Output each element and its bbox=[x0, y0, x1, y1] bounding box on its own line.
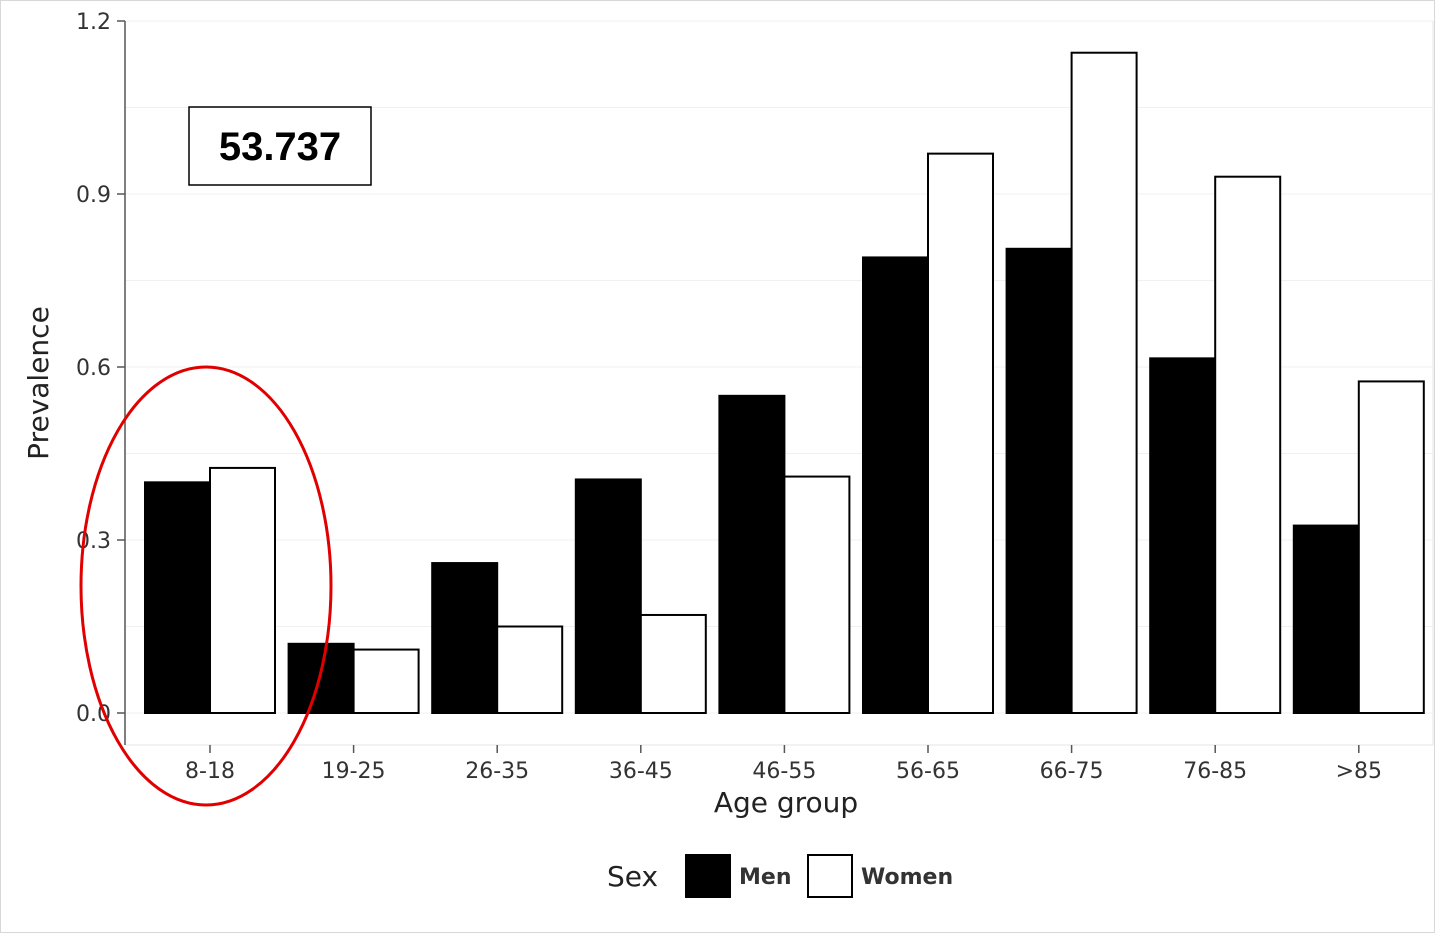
x-tick-label: 19-25 bbox=[322, 759, 386, 784]
x-axis-title: Age group bbox=[714, 786, 858, 819]
x-tick-label: 76-85 bbox=[1183, 759, 1247, 784]
bar-women-8 bbox=[1214, 175, 1282, 714]
x-tick-label: 46-55 bbox=[752, 759, 816, 784]
bar-men-8 bbox=[1149, 357, 1217, 714]
bar-men-2 bbox=[287, 642, 355, 714]
legend: Sex Men Women bbox=[607, 854, 953, 898]
bar-women-7 bbox=[1070, 51, 1138, 714]
legend-swatch-women bbox=[807, 854, 853, 898]
bar-women-3 bbox=[496, 625, 564, 714]
legend-title: Sex bbox=[607, 860, 658, 893]
bar-women-4 bbox=[639, 613, 707, 715]
x-tick-label: 56-65 bbox=[896, 759, 960, 784]
bar-women-2 bbox=[352, 648, 420, 714]
bar-women-9 bbox=[1357, 380, 1425, 714]
bar-men-4 bbox=[574, 478, 642, 715]
x-ticks: 8-18 19-25 26-35 36-45 46-55 56-65 66-75 76-85 >… bbox=[185, 745, 1382, 784]
bar-men-9 bbox=[1292, 524, 1360, 714]
bar-men-3 bbox=[431, 562, 499, 714]
value-box bbox=[188, 106, 372, 186]
highlight-ellipse bbox=[79, 365, 333, 807]
bar-men-7 bbox=[1005, 247, 1073, 715]
y-tick-label: 1.2 bbox=[76, 10, 111, 35]
legend-label-women: Women bbox=[861, 865, 953, 890]
y-tick-label: 0.6 bbox=[76, 356, 111, 381]
x-tick-label: >85 bbox=[1336, 759, 1382, 784]
bar-women-5 bbox=[783, 475, 851, 715]
bar-men-5 bbox=[718, 394, 786, 714]
legend-swatch-men bbox=[685, 854, 731, 898]
y-axis-title: Prevalence bbox=[22, 306, 55, 460]
bar-men-6 bbox=[862, 256, 929, 714]
bars bbox=[144, 51, 1425, 715]
bar-women-1 bbox=[209, 466, 276, 714]
bar-men-1 bbox=[144, 481, 211, 715]
value-box-text: 53.737 bbox=[219, 125, 341, 169]
x-tick-label: 66-75 bbox=[1040, 759, 1104, 784]
y-tick-label: 0.9 bbox=[76, 183, 111, 208]
x-tick-label: 8-18 bbox=[185, 759, 235, 784]
bar-women-6 bbox=[927, 152, 994, 714]
x-tick-label: 26-35 bbox=[465, 759, 529, 784]
x-tick-label: 36-45 bbox=[609, 759, 673, 784]
legend-label-men: Men bbox=[739, 865, 791, 890]
